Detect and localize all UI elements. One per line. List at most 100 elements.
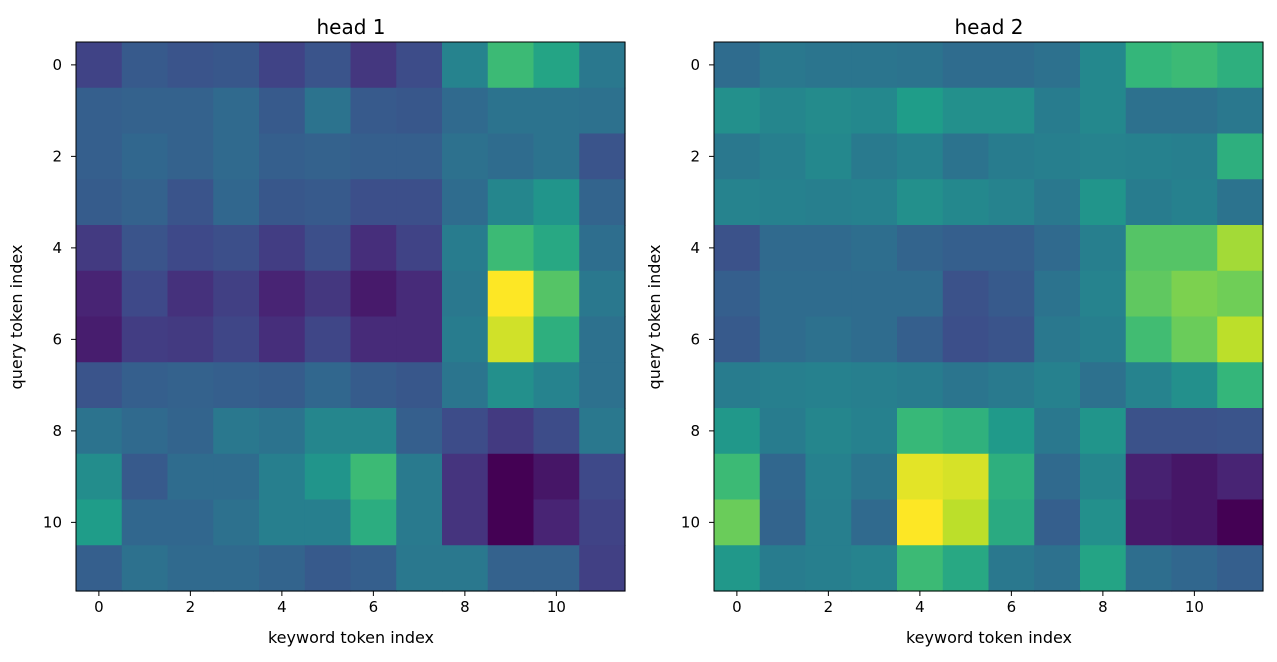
heatmap-cell	[396, 270, 443, 318]
heatmap-cell	[805, 225, 852, 272]
heatmap-cell	[1034, 179, 1081, 226]
heatmap-cell	[76, 225, 123, 272]
y-tick-label: 2	[690, 147, 700, 165]
heatmap-cell	[350, 545, 397, 592]
x-tick-label: 10	[1185, 598, 1204, 616]
heatmap-cell	[942, 499, 990, 546]
heatmap-cell	[579, 42, 626, 89]
heatmap-cell	[759, 87, 807, 135]
heatmap-cell	[759, 362, 807, 409]
heatmap-cell	[1034, 270, 1081, 318]
heatmap-cell	[533, 453, 580, 501]
heatmap-cell	[121, 408, 169, 455]
heatmap-cell	[942, 545, 990, 592]
heatmap-cell	[76, 179, 123, 226]
heatmap-cell	[487, 453, 535, 501]
heatmap-cell	[579, 499, 626, 546]
heatmap-cell	[897, 316, 944, 363]
heatmap-cell	[714, 362, 761, 409]
heatmap-cell	[988, 545, 1035, 592]
heatmap-cell	[759, 453, 807, 501]
heatmap-cell	[759, 316, 807, 363]
heatmap-cell	[396, 316, 443, 363]
heatmap-cell	[942, 270, 990, 318]
heatmap-cell	[487, 499, 535, 546]
heatmap-cell	[121, 362, 169, 409]
x-tick-label: 10	[547, 598, 566, 616]
heatmap-cell	[259, 453, 306, 501]
heatmap-cell	[579, 179, 626, 226]
heatmap-cell	[942, 316, 990, 363]
heatmap-cell	[167, 362, 214, 409]
heatmap-cell	[121, 499, 169, 546]
chart-title: head 2	[954, 15, 1023, 39]
heatmap-cell	[851, 408, 898, 455]
x-axis-label: keyword token index	[906, 628, 1072, 647]
heatmap-cell	[851, 42, 898, 89]
heatmap-cell	[76, 87, 123, 135]
heatmap-cell	[1217, 225, 1264, 272]
heatmap-cell	[942, 179, 990, 226]
heatmap-cell	[851, 133, 898, 180]
heatmap-cell	[1171, 87, 1218, 135]
heatmap-cell	[988, 87, 1035, 135]
heatmap-cell	[533, 42, 580, 89]
heatmap-cell	[259, 179, 306, 226]
heatmap-cell	[213, 225, 260, 272]
heatmap-cell	[350, 133, 397, 180]
y-tick-label: 10	[43, 513, 62, 531]
heatmap-cell	[76, 270, 123, 318]
heatmap-cell	[304, 179, 352, 226]
heatmap-cell	[304, 42, 352, 89]
heatmap-cell	[805, 270, 852, 318]
heatmap-cell	[1125, 362, 1173, 409]
heatmap-cell	[1217, 270, 1264, 318]
heatmap-cell	[1171, 179, 1218, 226]
heatmap-cell	[76, 499, 123, 546]
heatmap-cell	[1034, 362, 1081, 409]
heatmap-cell	[1034, 545, 1081, 592]
heatmap-cell	[714, 87, 761, 135]
heatmap-cell	[805, 87, 852, 135]
heatmap-cell	[259, 87, 306, 135]
heatmap-cell	[579, 453, 626, 501]
heatmap-cell	[304, 87, 352, 135]
heatmap-cell	[121, 225, 169, 272]
heatmap-cell	[579, 408, 626, 455]
heatmap-cell	[533, 133, 580, 180]
heatmap-cell	[487, 362, 535, 409]
heatmap-cell	[487, 87, 535, 135]
heatmap-cell	[579, 362, 626, 409]
heatmap-cell	[304, 225, 352, 272]
heatmap-cell	[942, 133, 990, 180]
heatmap-cell	[533, 408, 580, 455]
heatmap-cell	[579, 225, 626, 272]
heatmap-cell	[1080, 453, 1127, 501]
y-axis-label: query token index	[645, 245, 664, 390]
heatmap-cell	[805, 453, 852, 501]
heatmap-cell	[942, 87, 990, 135]
heatmap-cell	[304, 270, 352, 318]
heatmap-cell	[167, 42, 214, 89]
heatmap-cell	[259, 316, 306, 363]
heatmap-cell	[487, 545, 535, 592]
heatmap-cell	[76, 133, 123, 180]
heatmap-cell	[533, 362, 580, 409]
heatmap-cell	[304, 362, 352, 409]
heatmap-cell	[487, 225, 535, 272]
y-tick-label: 6	[690, 330, 700, 348]
heatmap-cell	[121, 179, 169, 226]
heatmap-cell	[533, 225, 580, 272]
heatmap-cell	[897, 179, 944, 226]
heatmap-cell	[442, 499, 489, 546]
heatmap-cell	[988, 225, 1035, 272]
heatmap-cell	[805, 179, 852, 226]
heatmap-cell	[851, 545, 898, 592]
chart-title: head 1	[316, 15, 385, 39]
heatmap-cell	[259, 545, 306, 592]
heatmap-cell	[533, 316, 580, 363]
heatmap-cell	[988, 408, 1035, 455]
x-tick-label: 6	[1007, 598, 1017, 616]
heatmap-cell	[350, 453, 397, 501]
heatmap-cell	[1034, 87, 1081, 135]
